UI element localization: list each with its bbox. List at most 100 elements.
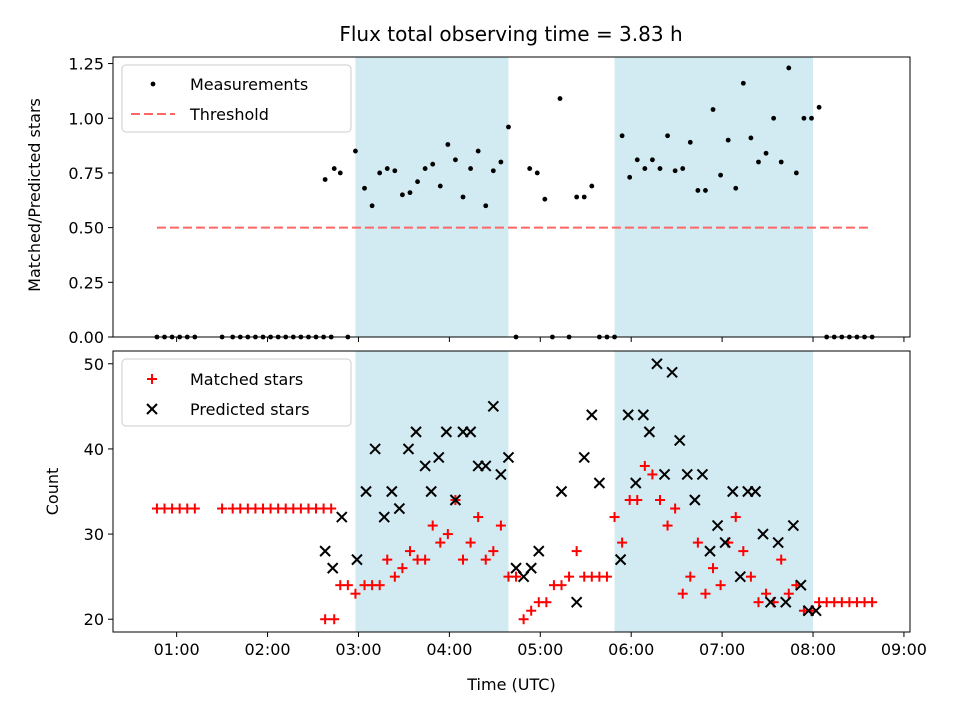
measurement-point (331, 166, 337, 171)
observing-intervals (355, 57, 814, 337)
matched-star-marker (217, 503, 228, 514)
predicted-star-marker (360, 485, 372, 498)
predicted-star-marker (787, 519, 800, 532)
measurement-point (680, 166, 686, 171)
predicted-star-marker (630, 477, 642, 489)
matched-star-marker (404, 546, 415, 557)
matched-star-marker (397, 563, 408, 574)
predicted-star-marker (673, 434, 686, 447)
shaded-interval-1 (355, 57, 509, 337)
shaded-interval-2 (614, 57, 814, 337)
measurement-point (801, 115, 807, 121)
measurement-point (437, 183, 443, 189)
measurement-point (415, 179, 420, 185)
measurement-point (778, 159, 784, 165)
shaded-interval-2 (614, 351, 814, 632)
measurement-point (498, 159, 504, 165)
predicted-star-marker (772, 536, 784, 549)
measurement-point (627, 174, 633, 180)
measurement-point (400, 192, 405, 198)
predicted-star-marker-b (734, 570, 747, 583)
matched-star-marker (473, 512, 484, 523)
x-tick-label: 04:00 (426, 640, 472, 659)
x-tick-label: 02:00 (244, 640, 290, 659)
predicted-star-marker (502, 451, 515, 464)
predicted-star-marker-b (622, 409, 634, 421)
predicted-star-marker (764, 596, 777, 608)
matched-star-marker (639, 460, 650, 471)
predicted-star-marker (727, 485, 739, 498)
top-y-ticks: 0.00 0.25 0.50 0.75 1.00 1.25 (68, 55, 113, 347)
predicted-star-marker (495, 468, 507, 481)
matched-star-marker (692, 537, 703, 548)
matched-star-marker (320, 614, 331, 625)
predicted-star-marker (351, 553, 363, 566)
predicted-star-marker-b (727, 485, 739, 498)
predicted-star-marker (480, 460, 492, 472)
matched-star-marker (329, 614, 340, 625)
predicted-star-marker-b (658, 468, 671, 481)
matched-star-marker (776, 554, 787, 565)
measurement-point (422, 166, 428, 171)
predicted-star-marker-b (689, 494, 701, 506)
legend-predicted-marker (146, 403, 158, 415)
legend-box (121, 64, 352, 133)
predicted-star-marker (622, 409, 634, 421)
y-tick-label: 0.00 (68, 328, 104, 347)
measurement-point (809, 115, 814, 121)
predicted-star-marker-b (433, 451, 445, 464)
predicted-star-marker (696, 468, 709, 481)
predicted-star-marker-b (757, 528, 769, 540)
measurement-point (557, 96, 563, 101)
predicted-star-marker (666, 366, 678, 378)
matched-star-marker (708, 563, 719, 574)
matched-star-marker (556, 580, 567, 591)
predicted-star-marker-b (651, 358, 663, 370)
measurement-point (672, 168, 678, 174)
y-tick-label: 1.25 (68, 55, 104, 74)
measurement-point (725, 137, 731, 143)
measurement-point (534, 170, 540, 176)
predicted-star-marker-b (378, 511, 390, 523)
ratio-panel: 0.00 0.25 0.50 0.75 1.00 1.25 Matched/Predict… (25, 55, 911, 347)
predicted-star-marker-b (533, 545, 545, 557)
y-tick-label: 40 (84, 440, 104, 459)
y-tick-label: 0.50 (68, 219, 104, 238)
x-tick-label: 08:00 (790, 640, 836, 659)
matched-star-marker (511, 571, 522, 582)
predicted-star-marker (757, 528, 769, 540)
matched-star-marker (571, 546, 582, 557)
predicted-star-marker-b (555, 485, 568, 498)
predicted-star-marker-b (593, 477, 606, 489)
predicted-star-marker (419, 460, 431, 472)
predicted-star-marker-b (336, 511, 348, 523)
predicted-star-marker-b (410, 426, 422, 438)
predicted-star-marker-b (525, 562, 537, 574)
predicted-star-marker-b (570, 596, 583, 608)
predicted-star-marker-b (586, 409, 598, 421)
legend-predicted-marker-b (146, 403, 158, 415)
matched-star-marker (617, 537, 628, 548)
x-tick-label: 01:00 (154, 640, 200, 659)
bottom-axes-frame (112, 350, 911, 633)
predicted-star-marker (734, 570, 747, 583)
measurement-point (687, 139, 693, 145)
predicted-star-marker-b (795, 579, 807, 591)
matched-star-markers (151, 460, 878, 625)
matched-star-marker (609, 512, 620, 523)
predicted-star-marker-b (787, 519, 800, 532)
measurement-point (665, 133, 670, 139)
measurement-point (322, 177, 328, 182)
legend-matched-marker (147, 374, 157, 384)
x-tick-label: 07:00 (699, 640, 745, 659)
matched-star-marker (458, 554, 469, 565)
measurement-point (816, 104, 822, 110)
predicted-star-marker-b (780, 596, 792, 608)
matched-star-marker (488, 546, 499, 557)
predicted-star-marker-b (440, 426, 453, 438)
predicted-star-marker (643, 426, 656, 438)
predicted-star-marker-b (719, 536, 731, 549)
predicted-star-marker (393, 502, 406, 515)
